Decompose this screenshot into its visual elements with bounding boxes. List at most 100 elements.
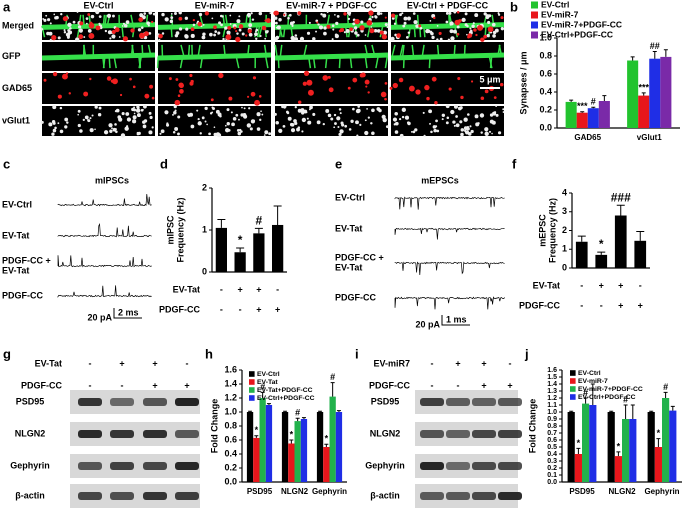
- puncta: [148, 130, 153, 135]
- puncta: [174, 12, 177, 15]
- puncta: [148, 111, 152, 115]
- puncta: [208, 132, 211, 136]
- puncta: [495, 113, 499, 117]
- puncta: [174, 109, 177, 112]
- spine: [338, 56, 341, 69]
- y-axis-label: mEPSC: [537, 214, 547, 247]
- spine: [199, 56, 204, 69]
- puncta: [114, 123, 117, 126]
- trace-label: EV-Ctrl: [335, 192, 365, 202]
- puncta: [264, 37, 267, 40]
- puncta: [491, 22, 496, 27]
- spine: [224, 14, 229, 27]
- blot-band: [420, 462, 444, 470]
- puncta: [49, 22, 52, 25]
- puncta: [251, 120, 254, 123]
- puncta: [241, 32, 245, 36]
- bar: [576, 112, 588, 128]
- puncta: [62, 16, 68, 22]
- dendrite: [274, 52, 389, 61]
- error-bar: [591, 106, 596, 109]
- puncta: [172, 130, 176, 134]
- spine: [102, 14, 106, 27]
- puncta: [445, 20, 449, 24]
- puncta: [104, 29, 108, 33]
- puncta: [238, 24, 244, 29]
- spine: [428, 56, 431, 69]
- puncta: [438, 31, 442, 35]
- puncta: [276, 25, 281, 30]
- condition-sign: +: [184, 380, 189, 390]
- puncta: [189, 81, 194, 86]
- puncta: [353, 26, 358, 30]
- bar: [649, 58, 661, 129]
- puncta: [414, 128, 418, 132]
- legend-label: EV-miR-7: [541, 9, 579, 19]
- puncta: [385, 125, 389, 129]
- spine: [413, 25, 416, 38]
- puncta: [213, 132, 218, 137]
- spine: [488, 56, 493, 69]
- puncta: [301, 130, 304, 133]
- bar: [265, 405, 273, 482]
- puncta: [198, 12, 203, 17]
- bar: [253, 437, 260, 482]
- puncta: [327, 113, 332, 118]
- significance: *: [325, 434, 329, 444]
- puncta: [265, 18, 271, 24]
- puncta: [366, 20, 373, 26]
- puncta: [392, 117, 398, 122]
- puncta: [464, 12, 468, 16]
- panel-label: b: [510, 0, 518, 14]
- puncta: [174, 33, 179, 38]
- trace-title: mEPSCs: [421, 175, 459, 185]
- y-tick-label: 1.6: [547, 367, 557, 374]
- puncta: [126, 117, 132, 122]
- puncta: [43, 18, 47, 22]
- spine: [371, 44, 376, 57]
- puncta: [107, 30, 112, 35]
- spine: [394, 14, 398, 27]
- puncta: [453, 124, 456, 127]
- row-label: GAD65: [2, 83, 32, 93]
- spine: [366, 25, 371, 38]
- error-bar: [630, 404, 635, 419]
- y-tick-label: 3: [562, 206, 567, 216]
- puncta: [439, 37, 443, 41]
- puncta: [126, 125, 129, 128]
- puncta: [42, 18, 45, 20]
- puncta: [355, 120, 359, 125]
- puncta: [243, 114, 248, 119]
- significance: *: [238, 233, 243, 247]
- puncta: [480, 96, 485, 101]
- condition-sign: +: [618, 300, 623, 310]
- legend-swatch: [570, 386, 576, 392]
- puncta: [275, 21, 278, 25]
- y-tick-label: 0.4: [539, 86, 552, 96]
- puncta: [441, 113, 446, 117]
- puncta: [297, 11, 302, 15]
- puncta: [436, 38, 439, 41]
- bar: [660, 56, 672, 128]
- significance: *: [255, 425, 259, 435]
- puncta: [266, 30, 269, 33]
- error-bar: [577, 235, 586, 242]
- spine: [384, 56, 389, 69]
- puncta: [384, 22, 388, 27]
- puncta: [57, 122, 60, 125]
- puncta: [407, 121, 411, 126]
- y-tick-label: 1.3: [547, 388, 557, 395]
- puncta: [269, 12, 272, 14]
- puncta: [213, 126, 216, 129]
- condition-sign: -: [580, 280, 583, 290]
- puncta: [108, 123, 113, 128]
- condition-sign: -: [431, 380, 434, 390]
- puncta: [469, 125, 472, 128]
- band-label: PSD95: [371, 396, 400, 406]
- y-tick-label: 1.6: [224, 364, 237, 374]
- puncta: [190, 27, 195, 32]
- puncta: [401, 115, 405, 119]
- puncta: [394, 121, 399, 126]
- puncta: [344, 124, 348, 128]
- puncta: [51, 120, 56, 124]
